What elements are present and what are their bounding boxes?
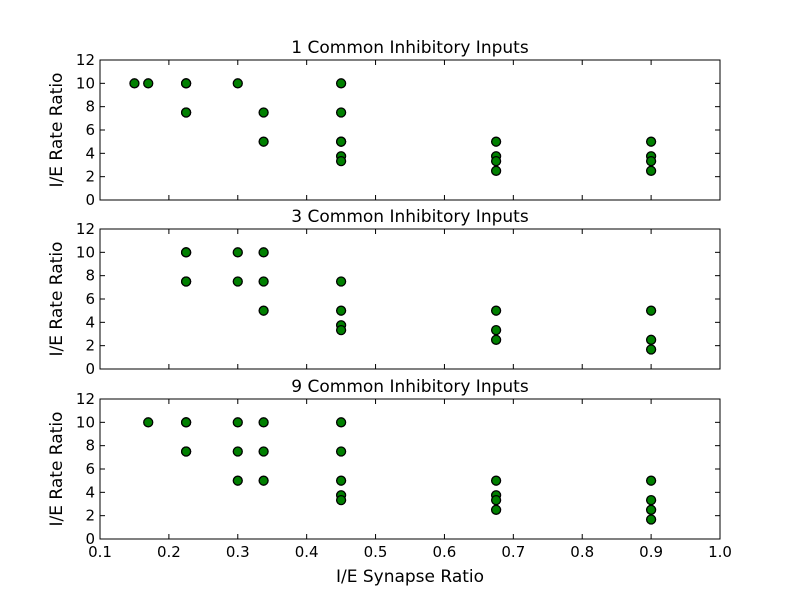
x-tick-label: 0.1 bbox=[88, 543, 112, 561]
y-tick-label: 8 bbox=[85, 98, 95, 116]
y-tick-label: 12 bbox=[76, 220, 95, 238]
data-point bbox=[645, 494, 657, 506]
y-tick-label: 2 bbox=[85, 507, 95, 525]
data-point bbox=[490, 165, 502, 176]
data-point bbox=[335, 494, 347, 506]
y-tick-label: 0 bbox=[85, 360, 95, 378]
data-point bbox=[232, 247, 243, 258]
x-tick-label: 0.2 bbox=[157, 543, 181, 561]
data-point bbox=[180, 446, 192, 457]
panel-3-title: 9 Common Inhibitory Inputs bbox=[291, 377, 529, 397]
data-point bbox=[490, 504, 502, 515]
data-point bbox=[180, 107, 192, 118]
data-point bbox=[232, 276, 243, 287]
data-point bbox=[258, 417, 269, 428]
x-tick-label: 0.3 bbox=[226, 543, 250, 561]
data-point bbox=[335, 324, 347, 336]
y-tick-label: 8 bbox=[85, 267, 95, 285]
data-point bbox=[335, 136, 347, 147]
panel-2-title: 3 Common Inhibitory Inputs bbox=[291, 207, 529, 227]
y-tick-label: 8 bbox=[85, 437, 95, 455]
data-point bbox=[335, 305, 347, 316]
panel-1-title: 1 Common Inhibitory Inputs bbox=[291, 38, 529, 58]
data-point bbox=[645, 136, 657, 147]
x-tick-label: 0.9 bbox=[639, 543, 663, 561]
data-point bbox=[258, 446, 269, 457]
panel-1-marks: 0 2 4 6 8 10 12 bbox=[76, 51, 721, 209]
data-point bbox=[645, 514, 657, 525]
data-point bbox=[645, 475, 657, 486]
y-tick-label: 12 bbox=[76, 51, 95, 69]
panel-1: 1 Common Inhibitory Inputs I/E Rate Rati… bbox=[47, 38, 721, 209]
y-tick-label: 12 bbox=[76, 390, 95, 408]
data-point bbox=[645, 305, 657, 316]
panel-3-marks: 0 2 4 6 8 10 12 0.1 0.2 0.3 0.4 0.5 0.6 0.7 0.8 0.9 1.0 bbox=[76, 390, 732, 561]
y-tick-label: 4 bbox=[85, 483, 95, 501]
y-tick-label: 6 bbox=[85, 290, 95, 308]
y-tick-label: 0 bbox=[85, 191, 95, 209]
data-point bbox=[490, 155, 502, 167]
data-point bbox=[645, 504, 657, 515]
data-point bbox=[180, 78, 192, 89]
data-point bbox=[258, 107, 269, 118]
panel-2-marks: 0 2 4 6 8 10 12 bbox=[76, 220, 721, 378]
data-point bbox=[335, 475, 347, 486]
data-point bbox=[645, 165, 657, 176]
data-point bbox=[258, 136, 269, 147]
data-point bbox=[490, 305, 502, 316]
data-point bbox=[143, 78, 154, 89]
panel-3-ylabel: I/E Rate Ratio bbox=[47, 412, 67, 527]
panel-2: 3 Common Inhibitory Inputs I/E Rate Rati… bbox=[47, 207, 721, 378]
x-tick-label: 1.0 bbox=[708, 543, 732, 561]
data-point bbox=[335, 276, 347, 287]
y-tick-label: 4 bbox=[85, 313, 95, 331]
panel-3-xlabel: I/E Synapse Ratio bbox=[336, 567, 484, 587]
data-point bbox=[645, 155, 657, 167]
data-point bbox=[180, 417, 192, 428]
data-point bbox=[490, 334, 502, 345]
data-point bbox=[335, 446, 347, 457]
data-point bbox=[129, 78, 140, 89]
data-point bbox=[490, 324, 502, 336]
y-tick-label: 2 bbox=[85, 168, 95, 186]
data-point bbox=[180, 247, 192, 258]
x-tick-label: 0.4 bbox=[295, 543, 319, 561]
data-point bbox=[335, 417, 347, 428]
data-point bbox=[258, 276, 269, 287]
data-point bbox=[335, 107, 347, 118]
y-tick-label: 10 bbox=[76, 413, 95, 431]
data-point bbox=[258, 305, 269, 316]
y-tick-label: 10 bbox=[76, 74, 95, 92]
data-point bbox=[258, 247, 269, 258]
data-point bbox=[232, 446, 243, 457]
x-tick-label: 0.6 bbox=[433, 543, 457, 561]
x-tick-label: 0.8 bbox=[570, 543, 594, 561]
panel-2-ylabel: I/E Rate Ratio bbox=[47, 242, 67, 357]
data-point bbox=[258, 475, 269, 486]
data-point bbox=[232, 78, 243, 89]
data-point bbox=[645, 334, 657, 345]
data-point bbox=[335, 78, 347, 89]
y-tick-label: 0 bbox=[85, 530, 95, 548]
data-point bbox=[490, 136, 502, 147]
panel-1-ylabel: I/E Rate Ratio bbox=[47, 73, 67, 188]
x-tick-label: 0.7 bbox=[501, 543, 525, 561]
data-point bbox=[232, 475, 243, 486]
data-point bbox=[232, 417, 243, 428]
y-tick-label: 10 bbox=[76, 243, 95, 261]
y-tick-label: 2 bbox=[85, 337, 95, 355]
data-point bbox=[490, 475, 502, 486]
data-point bbox=[143, 417, 154, 428]
panel-3: 9 Common Inhibitory Inputs I/E Rate Rati… bbox=[47, 377, 732, 587]
data-point bbox=[335, 155, 347, 167]
data-point bbox=[645, 344, 657, 355]
data-point bbox=[490, 494, 502, 506]
x-tick-label: 0.5 bbox=[364, 543, 388, 561]
y-tick-label: 6 bbox=[85, 460, 95, 478]
y-tick-label: 6 bbox=[85, 121, 95, 139]
data-point bbox=[180, 276, 192, 287]
y-tick-label: 4 bbox=[85, 144, 95, 162]
